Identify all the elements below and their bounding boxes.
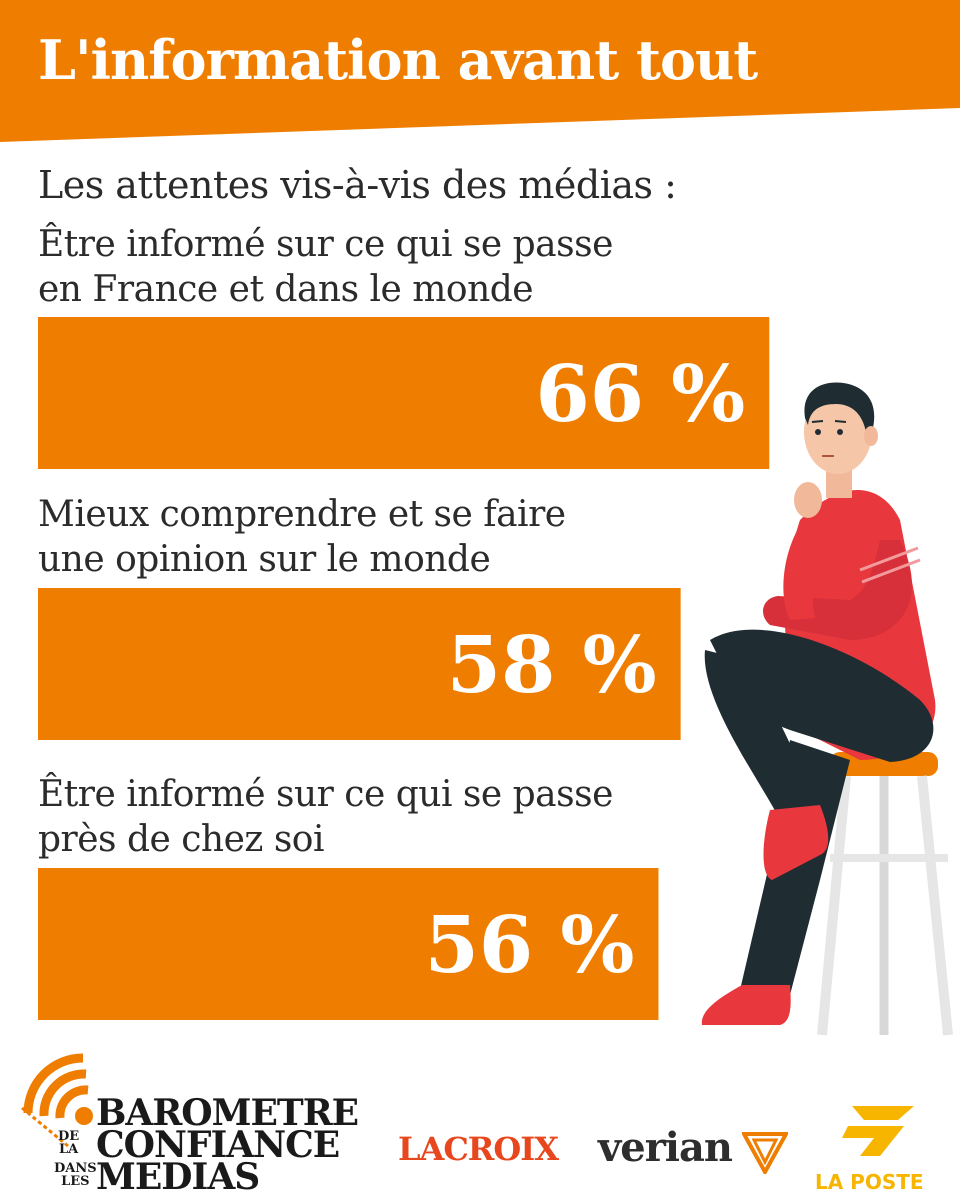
barometre-line-1: BAROMETRE xyxy=(96,1092,359,1134)
bar-2 xyxy=(38,588,681,740)
signal-waves-icon xyxy=(21,1053,93,1148)
category-label-3-line-2: près de chez soi xyxy=(38,819,324,860)
verian-logo: verian xyxy=(598,1124,733,1171)
barometre-small-3: DANS xyxy=(54,1161,97,1176)
barometre-line-2: CONFIANCE xyxy=(96,1124,340,1166)
bar-value-label-3: 56 % xyxy=(425,900,635,991)
page-title: L'information avant tout xyxy=(38,28,758,92)
category-label-1-line-1: Être informé sur ce qui se passe xyxy=(38,224,613,265)
footer-logos: BAROMETRE DE LA CONFIANCE DANS LES MEDIA… xyxy=(0,1030,960,1200)
category-label-1: Être informé sur ce qui se passe en Fran… xyxy=(38,222,613,312)
category-label-2-line-2: une opinion sur le monde xyxy=(38,539,491,580)
bird-arrow-icon xyxy=(842,1106,914,1156)
barometre-small-de: DE LA xyxy=(58,1130,79,1156)
chart-subtitle: Les attentes vis-à-vis des médias : xyxy=(38,163,677,207)
barometre-small-4: LES xyxy=(61,1174,90,1189)
category-label-3: Être informé sur ce qui se passe près de… xyxy=(38,772,613,862)
bar-1 xyxy=(38,317,770,469)
lacroix-logo: LACROIX xyxy=(398,1130,559,1168)
barometre-small-1: DE xyxy=(58,1129,80,1144)
barometre-small-dans: DANS LES xyxy=(54,1162,97,1188)
category-label-1-line-2: en France et dans le monde xyxy=(38,269,534,310)
bar-value-label-2: 58 % xyxy=(447,620,657,711)
header-band xyxy=(0,0,960,142)
thinking-man-on-stool-icon xyxy=(701,382,953,1036)
laposte-logo-text: LA POSTE xyxy=(815,1170,924,1194)
category-label-2: Mieux comprendre et se faire une opinion… xyxy=(38,492,566,582)
category-label-3-line-1: Être informé sur ce qui se passe xyxy=(38,774,613,815)
barometre-small-2: LA xyxy=(58,1142,79,1157)
category-label-2-line-1: Mieux comprendre et se faire xyxy=(38,494,566,535)
barometre-line-3: MEDIAS xyxy=(96,1156,260,1198)
bar-3 xyxy=(38,868,659,1020)
v-emblem-icon xyxy=(742,1132,788,1174)
